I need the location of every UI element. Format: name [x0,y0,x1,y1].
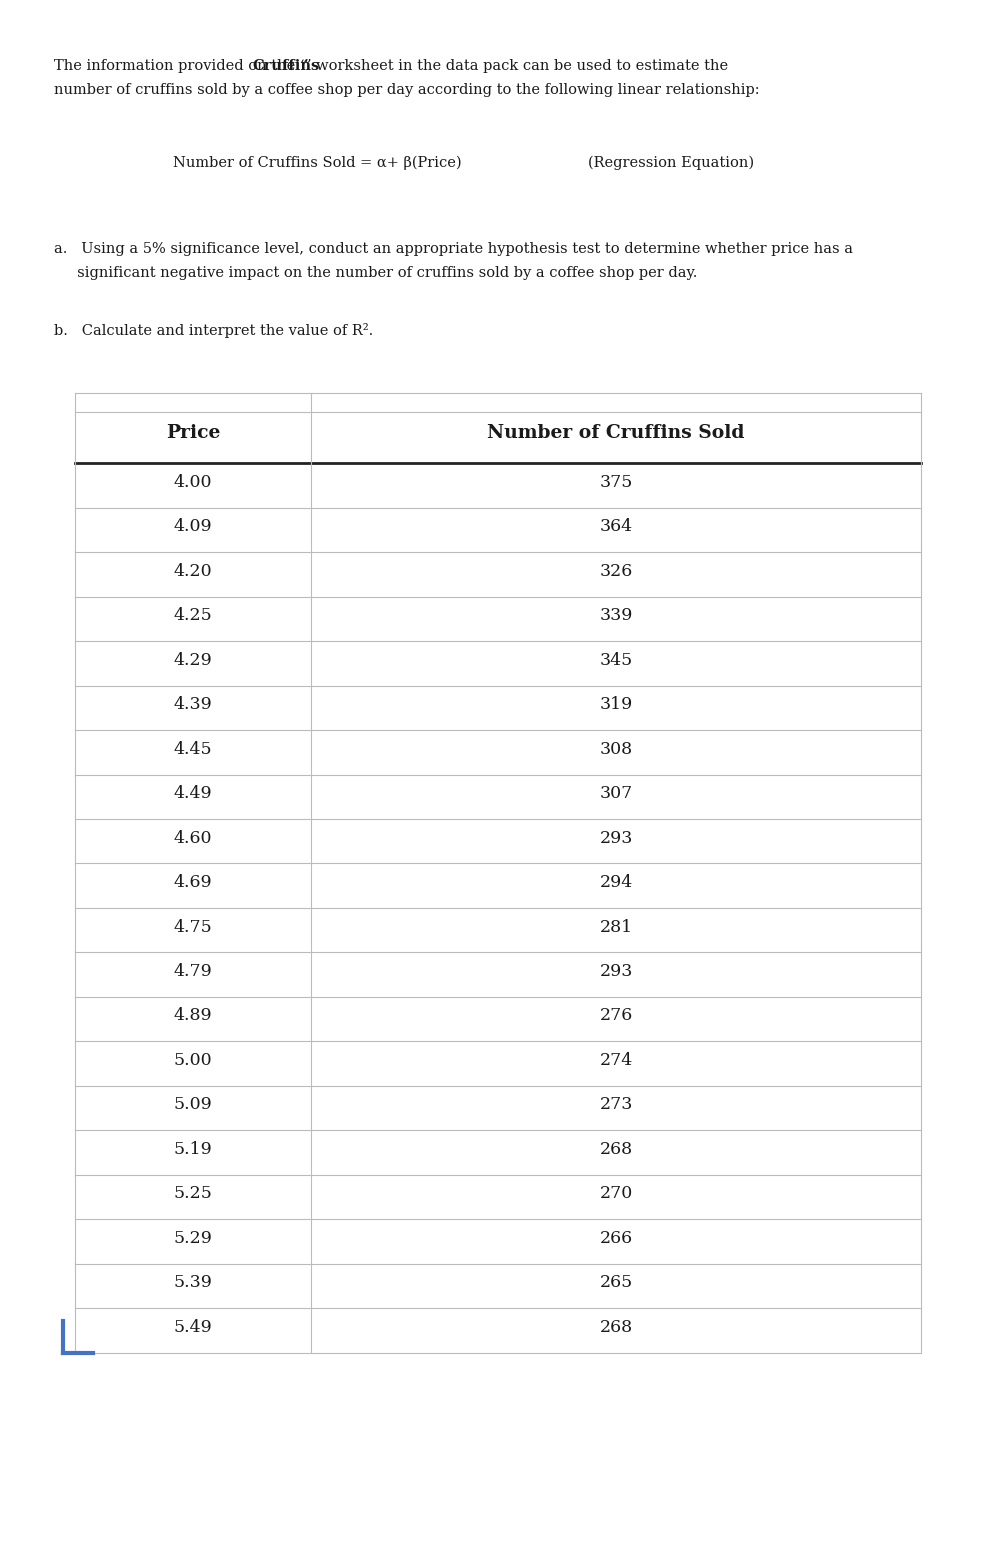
Text: 5.29: 5.29 [174,1229,212,1246]
Text: 4.75: 4.75 [174,919,212,936]
Text: Number of Cruffins Sold: Number of Cruffins Sold [487,424,745,441]
Text: 293: 293 [600,963,632,980]
Text: 266: 266 [600,1229,632,1246]
Text: 5.19: 5.19 [174,1140,212,1158]
Text: 4.49: 4.49 [174,785,212,802]
Text: 345: 345 [600,652,632,669]
Text: 281: 281 [600,919,632,936]
Text: significant negative impact on the number of cruffins sold by a coffee shop per : significant negative impact on the numbe… [54,265,698,279]
Text: (Regression Equation): (Regression Equation) [588,156,754,170]
Text: Cruffins: Cruffins [252,59,319,73]
Text: 268: 268 [600,1140,632,1158]
Text: 4.00: 4.00 [174,474,212,491]
Text: 4.69: 4.69 [174,874,212,891]
Text: 4.25: 4.25 [174,607,212,624]
Text: The information provided on the “: The information provided on the “ [54,59,307,73]
Text: 4.60: 4.60 [174,830,212,847]
Text: a.   Using a 5% significance level, conduct an appropriate hypothesis test to de: a. Using a 5% significance level, conduc… [54,242,854,256]
Text: 5.25: 5.25 [174,1186,212,1203]
Text: 4.39: 4.39 [174,696,212,713]
Text: 308: 308 [600,741,632,758]
Text: 339: 339 [600,607,632,624]
Text: 4.29: 4.29 [174,652,212,669]
Text: 307: 307 [600,785,632,802]
Text: 4.79: 4.79 [174,963,212,980]
Text: 270: 270 [600,1186,632,1203]
Text: 274: 274 [600,1051,632,1069]
Text: 265: 265 [600,1275,632,1292]
Text: 268: 268 [600,1318,632,1335]
Text: 375: 375 [600,474,632,491]
Text: 4.20: 4.20 [174,563,212,580]
Text: 5.09: 5.09 [174,1097,212,1114]
Text: ” worksheet in the data pack can be used to estimate the: ” worksheet in the data pack can be used… [304,59,728,73]
Text: 273: 273 [600,1097,632,1114]
Text: Number of Cruffins Sold = α+ β(Price): Number of Cruffins Sold = α+ β(Price) [173,156,461,170]
Text: 4.45: 4.45 [174,741,212,758]
Text: 326: 326 [600,563,632,580]
Text: number of cruffins sold by a coffee shop per day according to the following line: number of cruffins sold by a coffee shop… [54,83,760,97]
Text: 5.49: 5.49 [174,1318,212,1335]
Text: 293: 293 [600,830,632,847]
Text: 4.09: 4.09 [174,518,212,535]
Text: 364: 364 [600,518,632,535]
Text: 5.00: 5.00 [174,1051,212,1069]
Text: Price: Price [166,424,220,441]
Text: 294: 294 [600,874,632,891]
Text: b.   Calculate and interpret the value of R².: b. Calculate and interpret the value of … [54,323,373,339]
Text: 319: 319 [600,696,632,713]
Text: 5.39: 5.39 [174,1275,212,1292]
Text: 4.89: 4.89 [174,1008,212,1025]
Text: 276: 276 [600,1008,632,1025]
